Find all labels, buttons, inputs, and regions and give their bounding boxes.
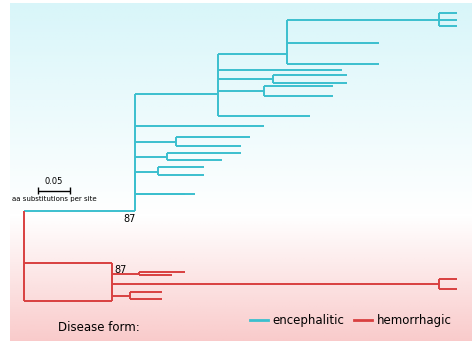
Text: 0.05: 0.05: [45, 176, 63, 185]
Legend: encephalitic, hemorrhagic: encephalitic, hemorrhagic: [246, 310, 456, 332]
Text: 87: 87: [114, 265, 126, 275]
Text: aa substitutions per site: aa substitutions per site: [12, 196, 96, 202]
Text: Disease form:: Disease form:: [57, 321, 139, 334]
Text: 87: 87: [123, 214, 136, 224]
